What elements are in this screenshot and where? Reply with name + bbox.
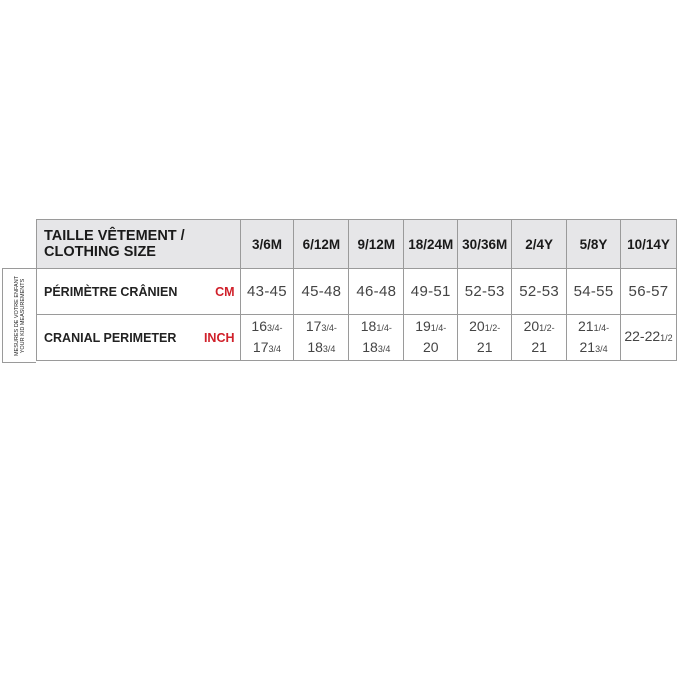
cm-value: 45-48: [293, 268, 350, 315]
cm-value: 46-48: [348, 268, 405, 315]
row-label: CM PÉRIMÈTRE CRÂNIEN: [36, 268, 241, 315]
inch-value: 181/4- 183/4: [348, 314, 405, 361]
cm-value: 43-45: [239, 268, 295, 315]
inch-value-line: 21: [476, 338, 493, 355]
row-label: INCH CRANIAL PERIMETER: [36, 314, 241, 361]
inch-value-line: 22-221/2: [624, 328, 673, 344]
table-row: INCH CRANIAL PERIMETER 163/4- 173/4 173/4-…: [36, 314, 677, 361]
header-row: TAILLE VÊTEMENT / CLOTHING SIZE 3/6M 6/12…: [36, 219, 677, 269]
inch-value: 173/4- 183/4: [293, 314, 350, 361]
inch-value-line: 183/4: [307, 338, 336, 355]
cm-value: 52-53: [511, 268, 568, 315]
inch-value: 163/4- 173/4: [239, 314, 295, 361]
inch-value: 201/2- 21: [457, 314, 513, 361]
inch-value-line: 201/2-: [523, 317, 555, 334]
inch-value-line: 213/4: [579, 338, 608, 355]
inch-value-line: 183/4: [362, 338, 391, 355]
size-header: 2/4Y: [511, 219, 568, 269]
inch-value: 191/4- 20: [403, 314, 459, 361]
cm-value: 52-53: [457, 268, 513, 315]
size-header: 10/14Y: [619, 219, 677, 269]
cm-value: 49-51: [403, 268, 459, 315]
inch-value-line: 191/4-: [415, 317, 447, 334]
inch-value: 211/4- 213/4: [566, 314, 621, 361]
inch-value-line: 20: [422, 338, 439, 355]
unit-label: INCH: [203, 330, 235, 345]
inch-value-line: 181/4-: [360, 317, 392, 334]
inch-value-line: 173/4: [252, 338, 282, 355]
inch-value: 22-221/2: [619, 314, 677, 361]
size-header: 9/12M: [348, 219, 405, 269]
inch-value-line: 201/2-: [469, 317, 501, 334]
inch-value: 201/2- 21: [511, 314, 568, 361]
unit-label: CM: [215, 284, 235, 299]
cm-value: 54-55: [566, 268, 621, 315]
size-header: 5/8Y: [566, 219, 621, 269]
side-label-box: MESURES DE VOTRE ENFANT YOUR KID MEASURE…: [2, 268, 36, 363]
size-header: 6/12M: [293, 219, 350, 269]
inch-value-line: 211/4-: [577, 317, 610, 334]
size-header: 3/6M: [239, 219, 295, 269]
size-header: 18/24M: [403, 219, 459, 269]
inch-value-line: 163/4-: [251, 317, 283, 334]
size-chart-table: TAILLE VÊTEMENT / CLOTHING SIZE 3/6M 6/12…: [36, 219, 677, 361]
side-label: MESURES DE VOTRE ENFANT YOUR KID MEASURE…: [13, 275, 26, 356]
table-row: CM PÉRIMÈTRE CRÂNIEN 43-45 45-48 46-48 49-5…: [36, 268, 677, 315]
inch-value-line: 21: [531, 338, 547, 355]
header-title: TAILLE VÊTEMENT / CLOTHING SIZE: [36, 219, 241, 269]
size-header: 30/36M: [457, 219, 513, 269]
inch-value-line: 173/4-: [305, 317, 337, 334]
cm-value: 56-57: [619, 268, 677, 315]
